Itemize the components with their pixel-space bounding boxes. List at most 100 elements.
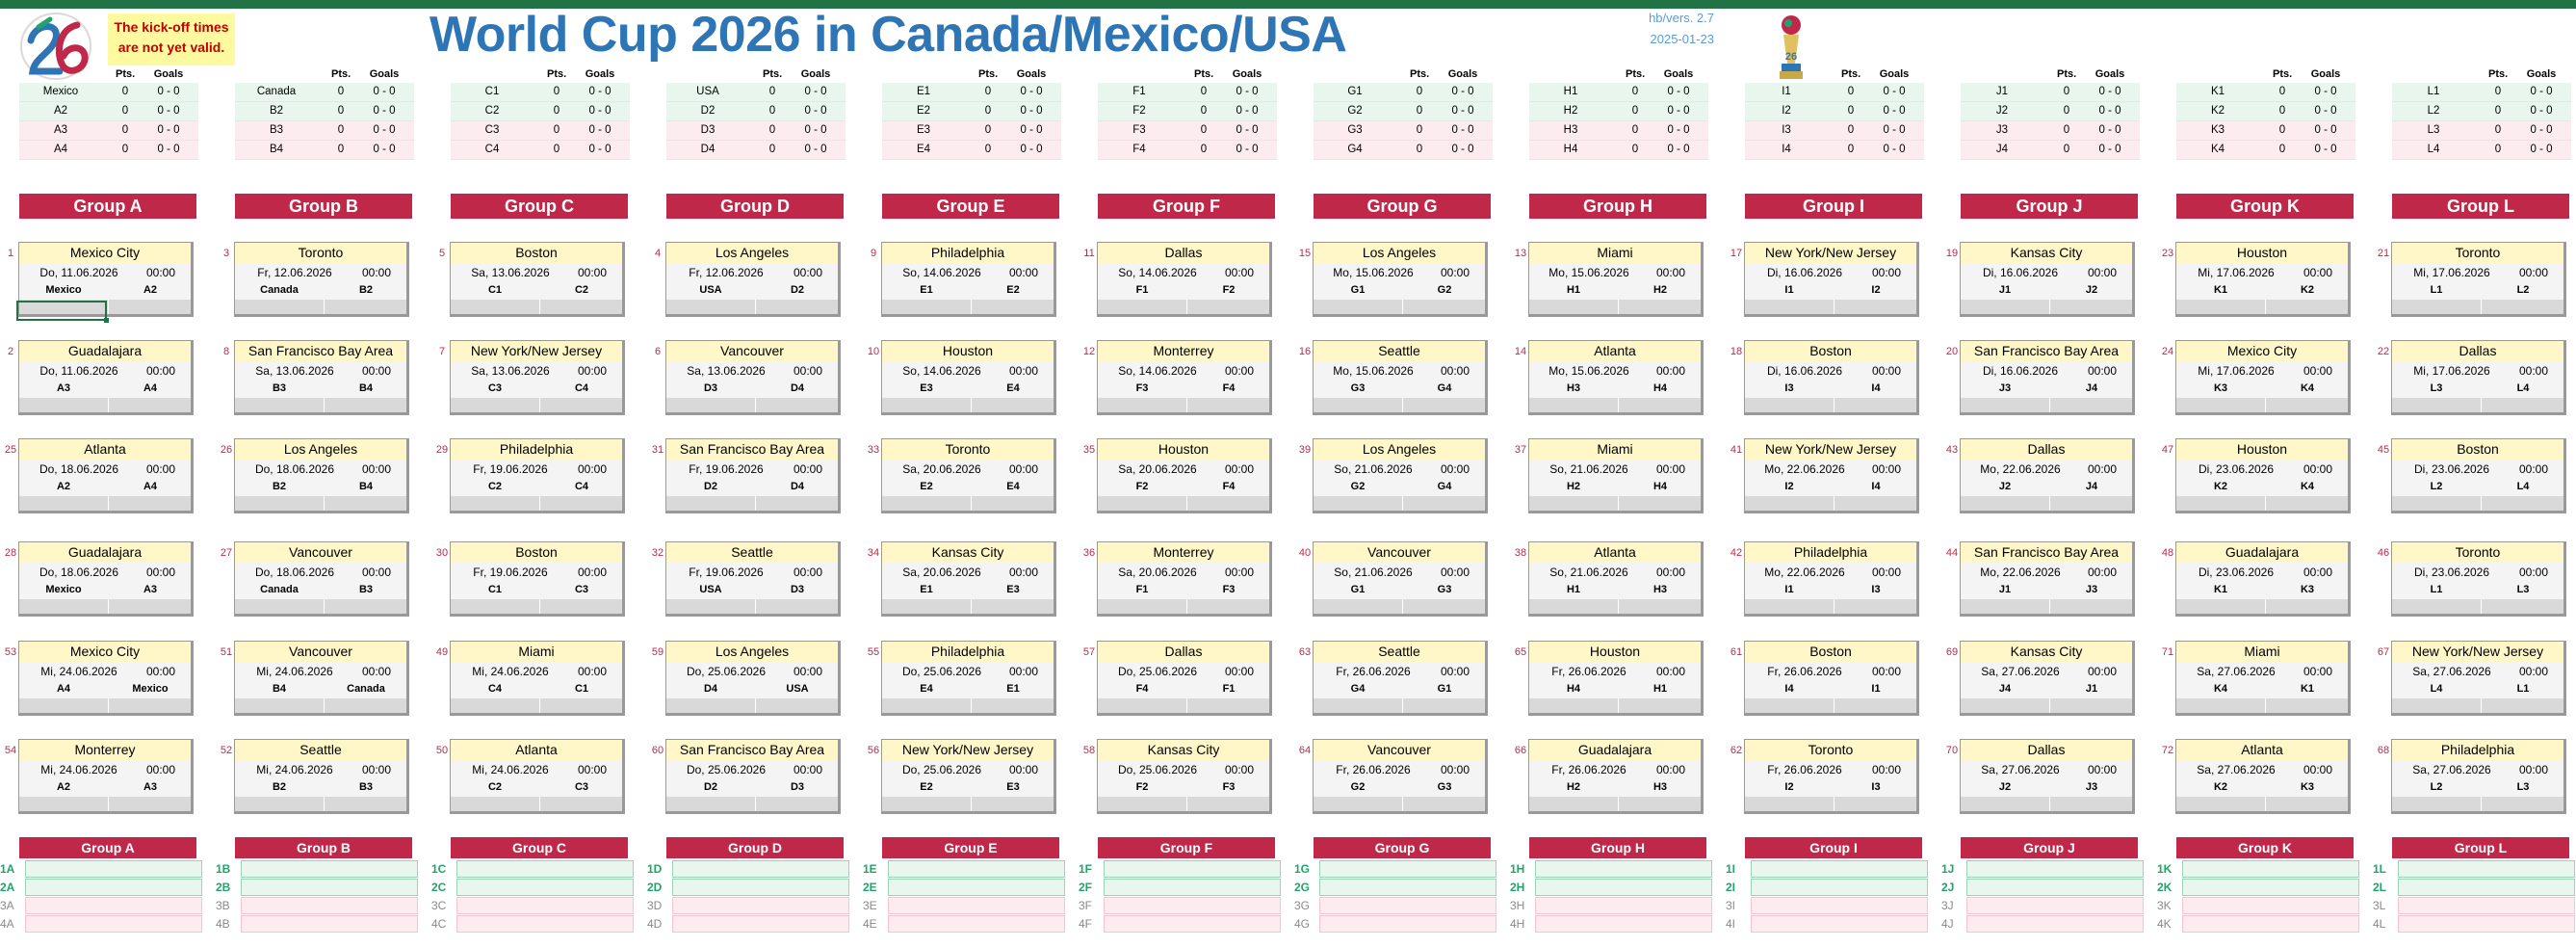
rank-team-cell[interactable] — [25, 915, 202, 933]
score-input[interactable] — [666, 698, 838, 713]
rank-team-cell[interactable] — [1966, 915, 2144, 933]
score-input[interactable] — [235, 797, 406, 811]
score-input[interactable] — [1314, 300, 1485, 314]
rank-team-cell[interactable] — [2182, 897, 2359, 914]
score-input[interactable] — [882, 797, 1054, 811]
score-input[interactable] — [1961, 398, 2132, 412]
score-input[interactable] — [1098, 398, 1269, 412]
rank-team-cell[interactable] — [1751, 915, 1928, 933]
rank-team-cell[interactable] — [241, 897, 418, 914]
rank-team-cell[interactable] — [2398, 879, 2575, 896]
rank-team-cell[interactable] — [456, 915, 634, 933]
score-input[interactable] — [1314, 496, 1485, 511]
score-input[interactable] — [235, 599, 406, 614]
score-input[interactable] — [2392, 398, 2563, 412]
score-input[interactable] — [1745, 698, 1916, 713]
score-input[interactable] — [235, 496, 406, 511]
rank-team-cell[interactable] — [2182, 915, 2359, 933]
score-input[interactable] — [1745, 300, 1916, 314]
score-input[interactable] — [1098, 599, 1269, 614]
score-input[interactable] — [1529, 698, 1701, 713]
score-input[interactable] — [2176, 797, 2348, 811]
score-input[interactable] — [2392, 698, 2563, 713]
score-input[interactable] — [882, 599, 1054, 614]
rank-team-cell[interactable] — [25, 860, 202, 878]
score-input[interactable] — [1745, 496, 1916, 511]
score-input[interactable] — [2392, 496, 2563, 511]
score-input[interactable] — [451, 698, 622, 713]
rank-team-cell[interactable] — [456, 897, 634, 914]
rank-team-cell[interactable] — [1319, 879, 1496, 896]
rank-team-cell[interactable] — [1966, 897, 2144, 914]
rank-team-cell[interactable] — [888, 879, 1065, 896]
score-input[interactable] — [451, 300, 622, 314]
score-input[interactable] — [666, 398, 838, 412]
rank-team-cell[interactable] — [672, 860, 849, 878]
rank-team-cell[interactable] — [241, 860, 418, 878]
rank-team-cell[interactable] — [456, 879, 634, 896]
rank-team-cell[interactable] — [888, 897, 1065, 914]
score-input[interactable] — [451, 496, 622, 511]
rank-team-cell[interactable] — [25, 879, 202, 896]
rank-team-cell[interactable] — [1104, 860, 1281, 878]
score-input[interactable] — [2392, 797, 2563, 811]
score-input[interactable] — [882, 496, 1054, 511]
rank-team-cell[interactable] — [2398, 897, 2575, 914]
rank-team-cell[interactable] — [2182, 860, 2359, 878]
score-input[interactable] — [19, 496, 191, 511]
score-input[interactable] — [235, 698, 406, 713]
rank-team-cell[interactable] — [1535, 860, 1712, 878]
score-input[interactable] — [1745, 398, 1916, 412]
score-input[interactable] — [451, 599, 622, 614]
rank-team-cell[interactable] — [672, 897, 849, 914]
score-input[interactable] — [1314, 797, 1485, 811]
score-input[interactable] — [1961, 496, 2132, 511]
score-input[interactable] — [2176, 599, 2348, 614]
score-input[interactable] — [235, 398, 406, 412]
score-input[interactable] — [2392, 599, 2563, 614]
score-input[interactable] — [19, 398, 191, 412]
score-input[interactable] — [2176, 698, 2348, 713]
score-input[interactable] — [666, 300, 838, 314]
rank-team-cell[interactable] — [1966, 860, 2144, 878]
rank-team-cell[interactable] — [1535, 879, 1712, 896]
score-input[interactable] — [1961, 300, 2132, 314]
rank-team-cell[interactable] — [1751, 897, 1928, 914]
score-input[interactable] — [1745, 599, 1916, 614]
score-input[interactable] — [1314, 398, 1485, 412]
rank-team-cell[interactable] — [1751, 879, 1928, 896]
score-input[interactable] — [666, 599, 838, 614]
score-input[interactable] — [1098, 797, 1269, 811]
score-input[interactable] — [2176, 398, 2348, 412]
score-input[interactable] — [666, 496, 838, 511]
rank-team-cell[interactable] — [1319, 897, 1496, 914]
rank-team-cell[interactable] — [1104, 915, 1281, 933]
score-input[interactable] — [451, 398, 622, 412]
rank-team-cell[interactable] — [1751, 860, 1928, 878]
score-input[interactable] — [882, 398, 1054, 412]
score-input[interactable] — [1529, 599, 1701, 614]
score-input[interactable] — [1098, 300, 1269, 314]
score-input[interactable] — [2176, 300, 2348, 314]
score-input[interactable] — [1529, 496, 1701, 511]
score-input[interactable] — [882, 698, 1054, 713]
rank-team-cell[interactable] — [2182, 879, 2359, 896]
rank-team-cell[interactable] — [25, 897, 202, 914]
score-input[interactable] — [1961, 599, 2132, 614]
score-input[interactable] — [1529, 797, 1701, 811]
score-input[interactable] — [1098, 496, 1269, 511]
score-input[interactable] — [2392, 300, 2563, 314]
rank-team-cell[interactable] — [1535, 915, 1712, 933]
score-input[interactable] — [2176, 496, 2348, 511]
score-input[interactable] — [451, 797, 622, 811]
rank-team-cell[interactable] — [1104, 879, 1281, 896]
selected-cell[interactable] — [16, 301, 109, 323]
score-input[interactable] — [666, 797, 838, 811]
rank-team-cell[interactable] — [1104, 897, 1281, 914]
rank-team-cell[interactable] — [888, 860, 1065, 878]
score-input[interactable] — [1961, 797, 2132, 811]
rank-team-cell[interactable] — [1319, 860, 1496, 878]
score-input[interactable] — [19, 599, 191, 614]
score-input[interactable] — [1098, 698, 1269, 713]
score-input[interactable] — [19, 797, 191, 811]
